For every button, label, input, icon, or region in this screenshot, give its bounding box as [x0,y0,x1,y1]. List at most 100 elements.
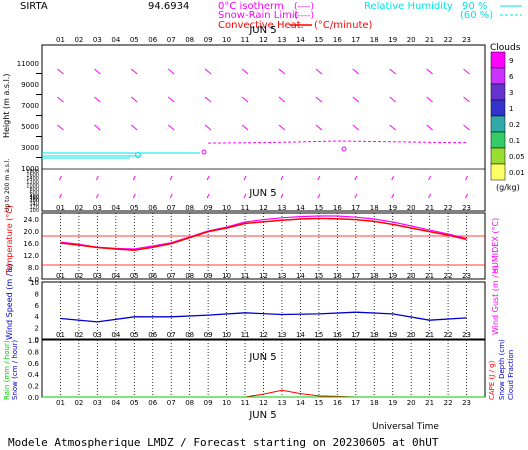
height-surface-tick-label: 140 [29,201,39,207]
cloud-scale-swatch [490,51,506,69]
rain-tick-label: 0.0 [28,394,39,402]
wind-barb [130,124,138,131]
hour-tick-label: 02 [74,331,83,339]
wind-barb [315,96,323,103]
wind-barb [204,96,212,103]
wind-barb [130,68,138,75]
hour-tick-label: 22 [444,204,453,212]
wind-barb [278,124,286,131]
wind-barb [241,124,249,131]
hour-tick-label: 23 [462,331,471,339]
hour-tick-label: 15 [314,36,323,44]
hour-tick-label: 01 [56,36,65,44]
hour-tick-label: 17 [351,204,360,212]
hour-tick-label: 17 [351,331,360,339]
wind-barb-low [59,175,62,181]
wind-barb-low [95,175,99,181]
hour-tick-label: 08 [185,399,194,407]
height-low-tick-label: 1800 [26,169,39,175]
height-surface-tick-label: 120 [29,205,39,211]
hour-tick-label: 12 [259,204,268,212]
hour-tick-label: 04 [111,399,120,407]
wind-barb-surface [317,193,321,199]
wind-barb-surface [95,193,99,199]
height-tick-label: 9000 [21,81,39,89]
cloud-scale-swatch [490,131,506,149]
cloud-scale-label: 0.1 [509,137,520,145]
cloud-scale-label: 3 [509,89,513,97]
humidex-series [60,215,467,250]
wind-barb-low [206,175,210,181]
hour-tick-label: 05 [130,36,139,44]
hour-tick-label: 20 [407,331,416,339]
hour-tick-label: 04 [111,36,120,44]
rh-label: Relative Humidity [364,1,453,12]
temperature-series [60,217,467,251]
height-low-tick-label: 1200 [26,180,39,186]
rh-marker [135,152,141,158]
footer-text: Modele Atmospherique LMDZ / Forecast sta… [8,436,439,449]
height-tick-label: 3000 [21,144,39,152]
wind-barb [463,124,470,131]
hour-tick-label: 08 [185,204,194,212]
wind-barb [57,68,64,75]
iso-marker-1 [201,149,207,155]
hour-tick-label: 08 [185,331,194,339]
panel-height-frame [41,44,486,212]
hour-tick-label: 10 [222,204,231,212]
hour-tick-label: 18 [370,204,379,212]
hour-tick-label: 04 [111,331,120,339]
hour-tick-label: 07 [167,331,176,339]
cloud-scale-label: 1 [509,105,513,113]
wind-barb-surface [428,193,432,199]
cloud-scale-label: 0.05 [509,153,525,161]
rh-60: (60 %) [460,10,493,21]
snow-depth-axis-label: Snow Depth (cm) [498,339,506,400]
wind-tick-label: 6 [35,302,40,310]
height-surface-tick-label: 100 [29,208,39,214]
hour-tick-label: 09 [204,204,213,212]
wind-barb-surface [132,193,136,199]
cloud-scale-label: 0.2 [509,121,520,129]
hour-tick-label: 19 [388,36,397,44]
rain-tick-label: 0.4 [28,371,40,379]
wind-barb-low [169,175,173,181]
hour-tick-label: 13 [277,204,286,212]
wind-barb [315,124,323,131]
hour-tick-label: 05 [130,399,139,407]
hour-tick-label: 11 [241,204,250,212]
height-axis-label: Height (m a.s.l.) [2,74,11,139]
wind-barb [426,124,433,131]
hour-tick-label: 06 [148,36,157,44]
rain-tick-label: 0.8 [28,348,39,356]
hour-tick-label: 21 [425,36,434,44]
hour-tick-label: 03 [93,36,102,44]
wind-tick-label: 2 [35,325,39,333]
hour-tick-label: 13 [277,36,286,44]
hour-tick-label: 03 [93,399,102,407]
hour-tick-label: 10 [222,331,231,339]
hour-tick-label: 20 [407,204,416,212]
temp-tick-label: 24.0 [23,216,39,224]
wind-barb-low [132,175,136,181]
hour-tick-label: 23 [462,36,471,44]
height-low-tick-label: 600 [29,191,39,197]
hour-tick-label: 13 [277,331,286,339]
wind-barb-surface [59,193,62,199]
hour-tick-label: 02 [74,204,83,212]
humidex-axis-label: HUMIDEX (°C) [491,218,500,274]
height-low-tick-label: 200 [29,198,39,204]
hour-tick-label: 22 [444,36,453,44]
isotherm-0c-line [208,140,467,144]
height-low-tick-label: 1400 [26,176,39,182]
hour-tick-label: 15 [314,399,323,407]
temp-tick-label: 16.0 [23,240,39,248]
hour-tick-label: 12 [259,36,268,44]
day-label: JUN 5 [248,352,276,363]
hour-tick-label: 18 [370,331,379,339]
cloud-fraction-axis-label: Cloud Fraction [507,350,515,400]
wind-barb [130,96,138,103]
hour-tick-label: 17 [351,399,360,407]
height-tick-label: 5000 [21,123,39,131]
code-label: 94.6934 [148,1,189,12]
